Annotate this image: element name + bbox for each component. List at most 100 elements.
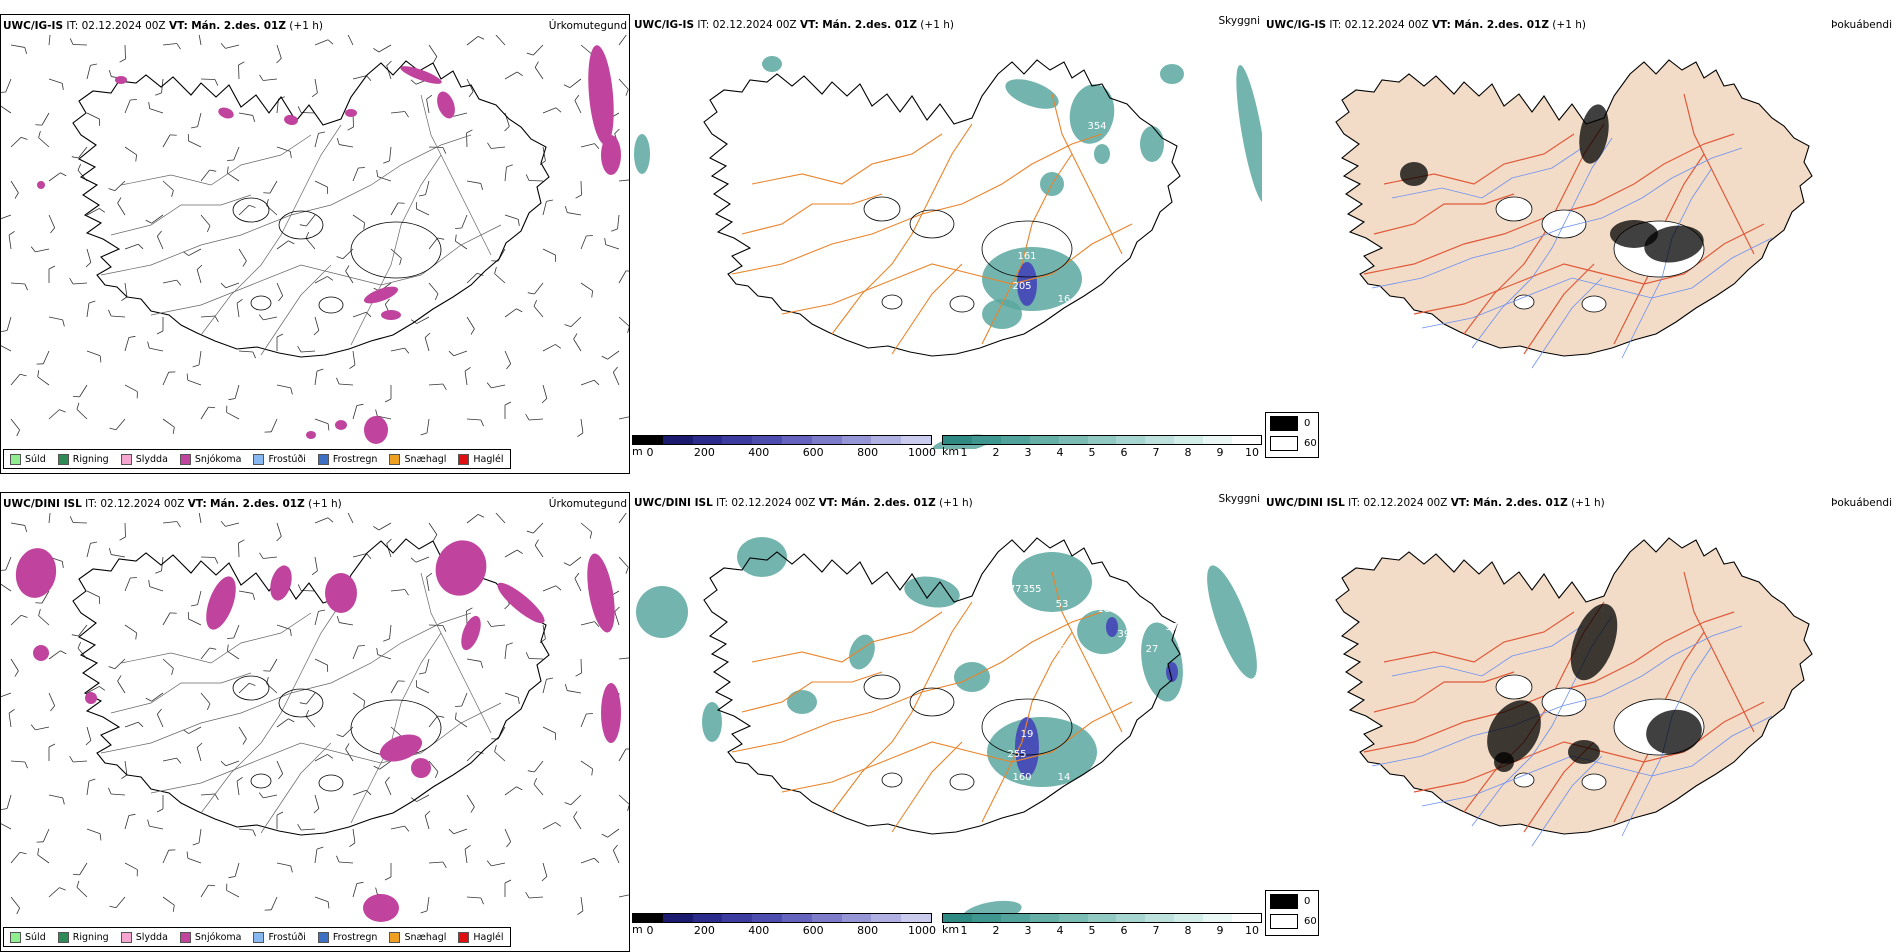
wind-barb [36,609,53,625]
wind-barb [122,147,139,161]
wind-barb [619,268,630,286]
glacier-outline [882,295,902,309]
wind-barb [125,721,143,732]
wind-barb [574,95,587,113]
wind-barb [229,383,239,401]
legend-label: Haglél [473,932,503,943]
colorbar-bin [812,914,842,922]
wind-barb [85,829,103,840]
wind-barb [49,513,57,524]
wind-barb [429,862,446,869]
cloud-base-label: 355 [1022,584,1041,595]
wind-barb [119,45,126,62]
colorbar-bin [693,436,723,444]
snow-area [85,692,97,704]
wind-barb [163,43,181,51]
colorbar-bin [1232,436,1261,444]
wind-barb [527,41,543,57]
wind-barb [49,744,55,761]
wind-barb [116,675,130,693]
cloud-base-area [1015,717,1039,777]
wind-barb [70,38,87,45]
wind-barb [239,681,255,697]
wind-barb [336,616,354,625]
wind-barb [537,385,547,403]
wind-barb [73,860,87,878]
wind-barb [414,680,432,693]
fog-legend-swatch [1270,894,1298,909]
fog-legend-swatch [1270,914,1298,929]
wind-barb [424,523,438,540]
legend-swatch [389,454,400,465]
low-visibility-area [1140,126,1164,162]
wind-barb [277,96,285,114]
wind-barb [619,415,630,424]
snow-area [267,563,296,603]
wind-barb [163,132,177,150]
wind-barb [87,778,95,796]
wind-barb [31,243,49,252]
wind-barb [1,555,11,573]
legend-item: Snjókoma [180,932,242,943]
model-name: UWC/DINI ISL [3,498,82,510]
wind-barb [116,197,130,215]
glacier-outline [864,197,900,221]
wind-barb [540,249,558,262]
wind-barb [11,761,28,768]
colorbar-bin [842,914,872,922]
wind-barb [373,40,391,54]
colorbar-tick-label: 8 [1185,446,1192,459]
glacier-outline [351,222,441,278]
wind-barb [543,677,553,695]
fog-legend-label: 0 [1304,896,1310,907]
fog-area [1568,740,1600,764]
wind-barb [615,557,630,574]
wind-barb [49,886,66,902]
colorbar-tick-label: 2 [993,924,1000,937]
wind-barb [191,590,201,608]
colorbar-tick-label: 1000 [908,446,936,459]
wind-barb [201,405,215,423]
colorbar-tick-label: 400 [748,924,769,937]
cloud-base-label: 160 [1012,772,1031,783]
colorbar-bin [871,914,901,922]
legend-swatch [458,932,469,943]
valid-time: Mán. 2.des. 01Z [841,497,936,509]
low-visibility-area [1012,552,1092,612]
wind-barb [119,523,126,540]
legend-item: Frostúði [253,454,305,465]
wind-barb [602,824,619,839]
wind-barb [122,385,140,398]
wind-barb [581,711,593,729]
wind-barb [581,143,599,153]
wind-barb [449,823,467,834]
wind-barb [196,215,212,232]
wind-barb [313,897,331,908]
wind-barb [186,612,204,625]
colorbar-tick-label: 9 [1217,924,1224,937]
wind-barb [234,249,248,267]
wind-barb [35,110,49,128]
wind-barb [487,857,505,866]
colorbar-bin [1059,914,1088,922]
wind-barb [125,335,135,353]
wind-barb [49,35,57,46]
colorbar-tick-label: 6 [1121,924,1128,937]
wind-barb [119,761,127,779]
iceland-coastline [1336,60,1812,356]
legend-swatch [318,932,329,943]
wind-barb [575,419,583,437]
wind-barb [350,215,367,229]
wind-barb [47,79,65,90]
colorbar-strip [632,913,932,923]
legend-label: Haglél [473,454,503,465]
wind-barb [70,755,87,762]
wind-barb [108,310,125,317]
road-line [351,633,441,823]
colorbar-tick-label: 400 [748,446,769,459]
wind-barb [465,367,473,385]
wind-barb [49,266,55,283]
